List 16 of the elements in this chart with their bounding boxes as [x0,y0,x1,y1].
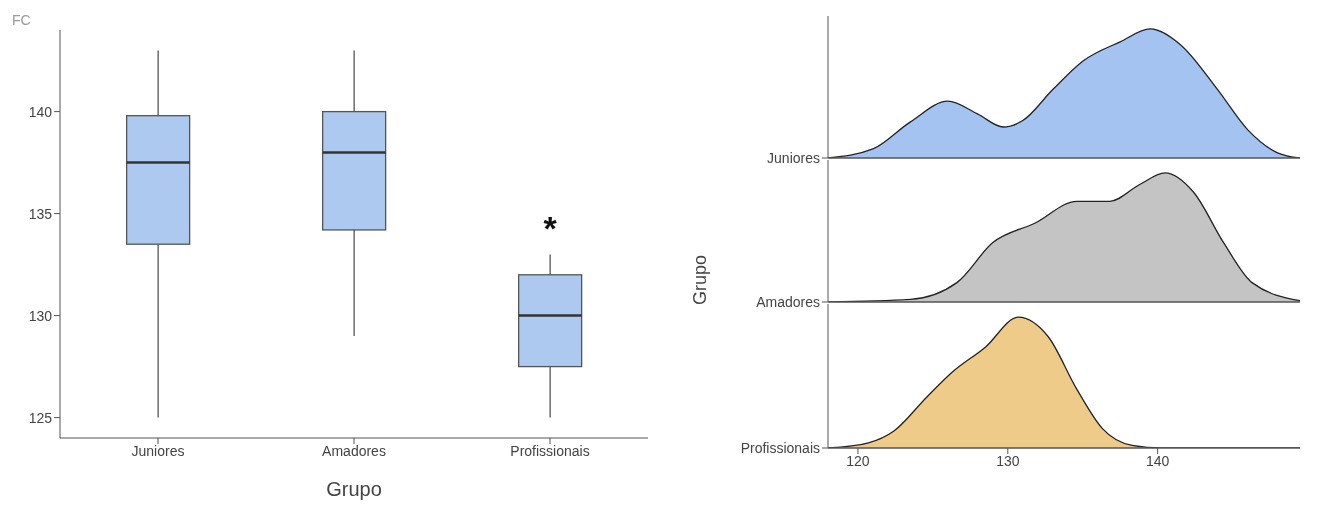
y-tick-label: 135 [28,205,53,222]
x-tick-label: Amadores [322,442,386,459]
x-tick-label: Juniores [131,442,185,459]
x-tick-label: 120 [846,452,870,469]
y-axis-title: FC [12,12,31,28]
y-tick-label: 140 [28,103,53,120]
x-tick-label: 130 [996,452,1020,469]
x-tick-label: 140 [1145,452,1170,469]
y-tick-label: 125 [28,409,53,426]
series-label: Juniores [767,149,820,166]
y-tick-label: 130 [28,307,53,324]
x-axis-title: Grupo [326,478,382,500]
y-axis-title: Grupo [689,254,711,306]
x-tick-label: Profissionais [510,442,590,459]
annotation: * [543,209,558,248]
series-label: Amadores [756,293,820,310]
